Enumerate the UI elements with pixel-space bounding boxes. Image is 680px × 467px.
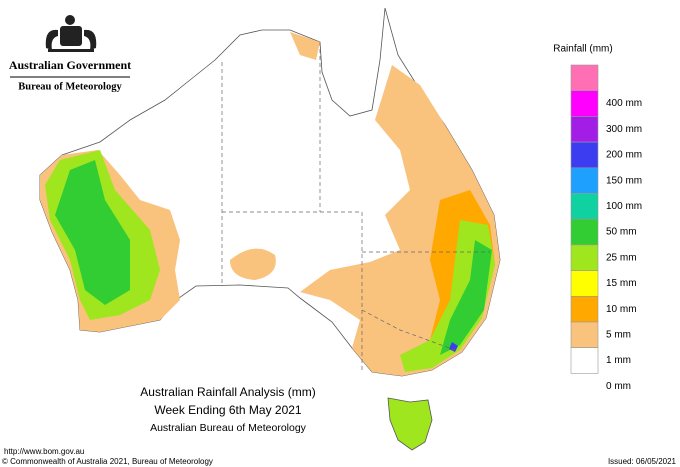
legend-title: Rainfall (mm) — [553, 44, 612, 55]
legend-label: 0 mm — [606, 381, 631, 392]
legend-label: 400 mm — [606, 98, 642, 109]
legend-swatch — [570, 141, 599, 169]
legend-swatch — [570, 321, 599, 349]
legend-swatch — [570, 193, 599, 220]
legend-label: 15 mm — [606, 278, 637, 289]
legend-swatch — [570, 218, 599, 246]
legend-label: 300 mm — [606, 124, 642, 135]
map-title: Australian Rainfall Analysis (mm) — [140, 385, 315, 399]
legend-swatch — [570, 116, 599, 143]
issued-date: Issued: 06/05/2021 — [608, 457, 677, 466]
legend-label: 100 mm — [606, 201, 642, 212]
source-url: http://www.bom.gov.au — [4, 447, 84, 456]
copyright: © Commonwealth of Australia 2021, Bureau… — [2, 457, 213, 466]
map-credit: Australian Bureau of Meteorology — [150, 422, 307, 434]
legend-label: 1 mm — [606, 355, 631, 366]
map-subtitle: Week Ending 6th May 2021 — [154, 403, 302, 417]
legend-label: 200 mm — [606, 150, 642, 161]
legend-label: 150 mm — [606, 175, 642, 186]
legend-label: 25 mm — [606, 252, 637, 263]
tasmania — [387, 397, 433, 451]
legend-swatch — [570, 347, 599, 374]
legend-label: 50 mm — [606, 227, 637, 238]
agency-name: Bureau of Meteorology — [18, 81, 122, 92]
legend-swatch — [570, 270, 599, 297]
legend-swatch — [570, 90, 599, 117]
legend-swatch — [570, 167, 599, 194]
legend: Rainfall (mm) 400 mm 300 mm 200 mm 150 mm 10… — [553, 44, 642, 392]
rainfall-shading — [40, 32, 500, 376]
state-borders — [221, 42, 490, 372]
legend-swatch — [570, 244, 599, 271]
legend-label: 5 mm — [606, 329, 631, 340]
legend-label: 10 mm — [606, 304, 637, 315]
coat-of-arms — [45, 15, 97, 52]
legend-swatch — [570, 64, 599, 92]
government-name: Australian Government — [9, 58, 131, 72]
legend-swatch — [570, 295, 599, 323]
